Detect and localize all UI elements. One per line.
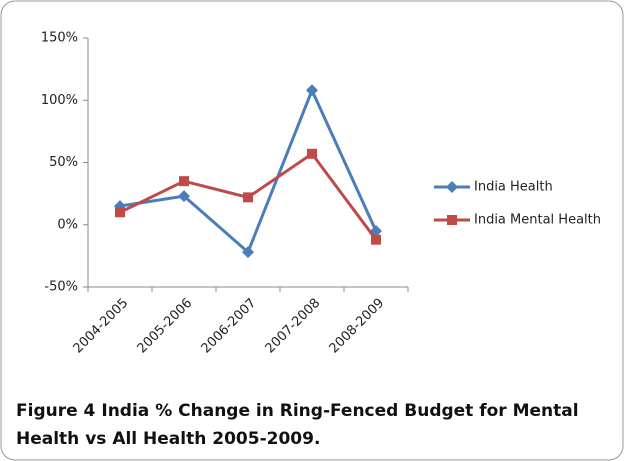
y-tick-label: 100% — [41, 93, 78, 108]
y-tick-label: 50% — [49, 155, 78, 170]
y-tick-label: 0% — [57, 217, 78, 232]
legend-marker — [447, 215, 457, 225]
legend-label: India Mental Health — [474, 213, 601, 228]
marker — [178, 190, 190, 203]
marker — [306, 84, 318, 97]
legend-marker — [446, 181, 458, 193]
caption: Health vs All Health 2005-2009. — [16, 429, 320, 449]
y-tick-label: -50% — [44, 280, 78, 295]
marker — [371, 234, 381, 245]
marker — [243, 192, 253, 203]
legend-label: India Health — [474, 180, 553, 195]
marker — [307, 148, 317, 159]
y-tick-label: 150% — [41, 31, 78, 46]
caption-label: Figure 4 — [16, 401, 96, 421]
marker — [242, 246, 254, 259]
caption: India % Change in Ring-Fenced Budget for… — [101, 401, 578, 421]
marker — [115, 207, 125, 218]
marker — [179, 176, 189, 187]
